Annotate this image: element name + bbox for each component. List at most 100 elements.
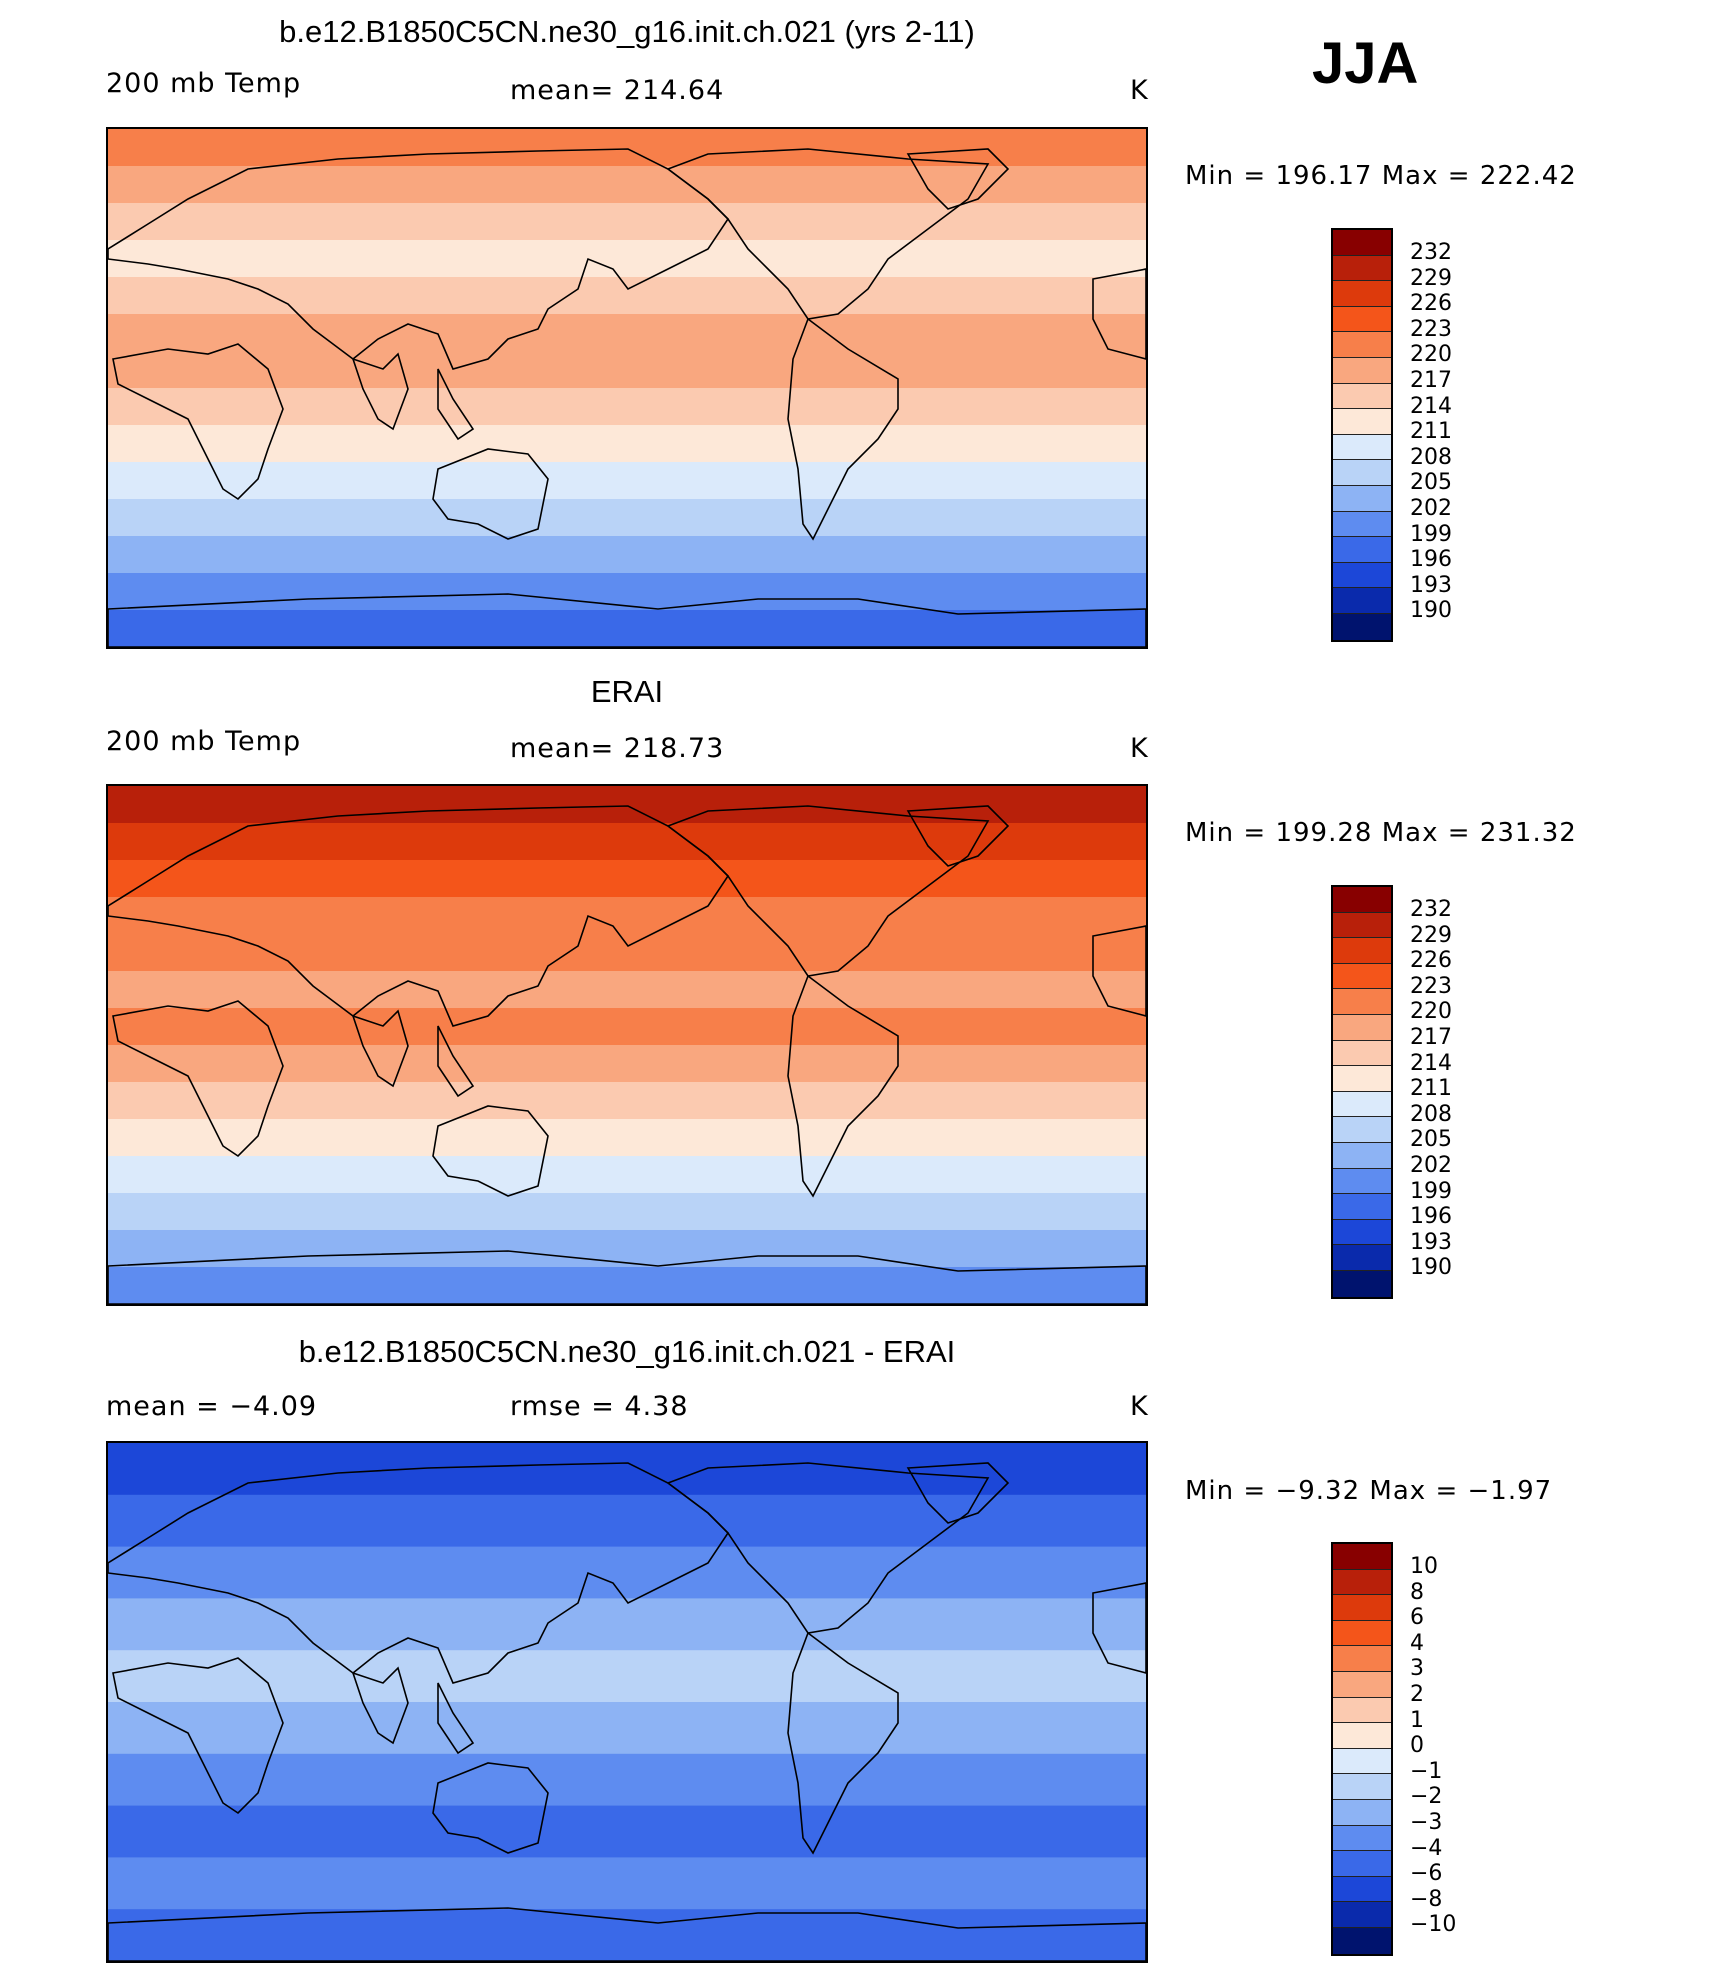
coastline	[787, 317, 899, 541]
colorbar-segment	[1333, 887, 1391, 913]
field-band	[108, 823, 1146, 861]
colorbar-segment	[1333, 357, 1391, 384]
colorbar-segment	[1333, 255, 1391, 282]
coastline	[1092, 925, 1146, 1017]
colorbar-segment	[1333, 1902, 1391, 1928]
field-band	[108, 897, 1146, 935]
field-band	[108, 1443, 1146, 1496]
colorbar-tick-label: 214	[1410, 1050, 1452, 1076]
coastline	[108, 1250, 1146, 1304]
panel-3-max-value: −1.97	[1467, 1476, 1553, 1506]
panel-3-title: b.e12.B1850C5CN.ne30_g16.init.ch.021 - E…	[298, 1334, 956, 1369]
colorbar-segment	[1333, 1825, 1391, 1852]
colorbar-segment	[1333, 1774, 1391, 1800]
colorbar-tick-label: 3	[1410, 1656, 1424, 1682]
coastline	[432, 1105, 549, 1197]
colorbar-tick-label: 226	[1410, 948, 1452, 974]
colorbar-tick-label: −8	[1410, 1886, 1443, 1912]
colorbar-tick-label: 208	[1410, 444, 1452, 470]
field-band	[108, 1753, 1146, 1807]
colorbar-segment	[1333, 383, 1391, 410]
coastline	[666, 148, 990, 320]
colorbar-segment	[1333, 613, 1391, 640]
colorbar-segment	[1333, 1091, 1391, 1118]
panel-1-mean-label: mean= 214.64	[510, 75, 725, 106]
colorbar-tick-label: 6	[1410, 1605, 1424, 1631]
colorbar-tick-label: 232	[1410, 897, 1452, 922]
panel-1-colorbar	[1331, 228, 1393, 642]
panel-1-units: K	[1130, 75, 1149, 106]
field-band	[108, 1267, 1146, 1304]
field-band	[108, 203, 1146, 241]
colorbar-segment	[1333, 281, 1391, 307]
field-band	[108, 1119, 1146, 1157]
field-band	[108, 388, 1146, 426]
coastline	[112, 1657, 284, 1815]
colorbar-tick-label: −2	[1410, 1784, 1443, 1810]
colorbar-segment	[1333, 1245, 1391, 1271]
colorbar-tick-label: 205	[1410, 470, 1452, 496]
field-band	[108, 1494, 1146, 1548]
panel-3-mean-label: mean = −4.09	[106, 1391, 318, 1422]
panel-1-title: b.e12.B1850C5CN.ne30_g16.init.ch.021 (yr…	[279, 14, 975, 49]
panel-1-max-value: 222.42	[1479, 161, 1577, 191]
panel-2-mean-label: mean= 218.73	[510, 733, 725, 764]
panel-1-max-label: Max	[1381, 161, 1439, 191]
field-band	[108, 573, 1146, 611]
field-band	[108, 351, 1146, 389]
colorbar-segment	[1333, 1927, 1391, 1954]
colorbar-segment	[1333, 1194, 1391, 1220]
colorbar-segment	[1333, 1646, 1391, 1672]
panel-2-max-value: 231.32	[1479, 818, 1577, 848]
colorbar-tick-label: 190	[1410, 598, 1452, 624]
panel-2-colorbar	[1331, 885, 1393, 1299]
colorbar-tick-label: 214	[1410, 393, 1452, 419]
colorbar-segment	[1333, 537, 1391, 563]
field-band	[108, 971, 1146, 1009]
coastline	[437, 1025, 475, 1098]
colorbar-segment	[1333, 562, 1391, 589]
coastline	[437, 1682, 475, 1755]
colorbar-tick-label: 193	[1410, 1229, 1452, 1255]
colorbar-segment	[1333, 989, 1391, 1015]
coastline	[1092, 1582, 1146, 1674]
panel-3-colorbar	[1331, 1542, 1393, 1956]
colorbar-tick-label: −4	[1410, 1835, 1443, 1861]
colorbar-tick-label: 1	[1410, 1707, 1424, 1733]
coastline	[112, 1000, 284, 1158]
field-band	[108, 1230, 1146, 1268]
colorbar-tick-label: 211	[1410, 1076, 1452, 1102]
colorbar-tick-label: 8	[1410, 1579, 1424, 1605]
coastline	[906, 805, 1010, 867]
field-band	[108, 1546, 1146, 1600]
colorbar-segment	[1333, 1040, 1391, 1067]
field-band	[108, 499, 1146, 537]
coastline	[108, 148, 730, 370]
coastline	[108, 1462, 730, 1684]
field-band	[108, 860, 1146, 898]
panel-1-variable-label: 200 mb Temp	[106, 68, 302, 99]
colorbar-tick-label: 220	[1410, 342, 1452, 368]
colorbar-segment	[1333, 1168, 1391, 1195]
colorbar-tick-label: 229	[1410, 922, 1452, 948]
field-band	[108, 1598, 1146, 1652]
colorbar-segment	[1333, 511, 1391, 538]
panel-2-min-value: 199.28	[1275, 818, 1373, 848]
panel-2-max-label: Max	[1381, 818, 1439, 848]
colorbar-segment	[1333, 1620, 1391, 1647]
colorbar-segment	[1333, 1799, 1391, 1826]
colorbar-segment	[1333, 1569, 1391, 1596]
field-band	[108, 1805, 1146, 1859]
panel-3-min-value: −9.32	[1275, 1476, 1361, 1506]
colorbar-segment	[1333, 485, 1391, 512]
coastline	[108, 805, 730, 1027]
panel-3-units: K	[1130, 1391, 1149, 1422]
panel-2-variable-label: 200 mb Temp	[106, 726, 302, 757]
colorbar-segment	[1333, 332, 1391, 358]
colorbar-segment	[1333, 1723, 1391, 1749]
panel-3-rmse-label: rmse = 4.38	[510, 1391, 689, 1422]
colorbar-tick-label: −10	[1410, 1912, 1457, 1938]
colorbar-tick-label: −3	[1410, 1810, 1443, 1835]
colorbar-segment	[1333, 1697, 1391, 1724]
colorbar-segment	[1333, 588, 1391, 614]
